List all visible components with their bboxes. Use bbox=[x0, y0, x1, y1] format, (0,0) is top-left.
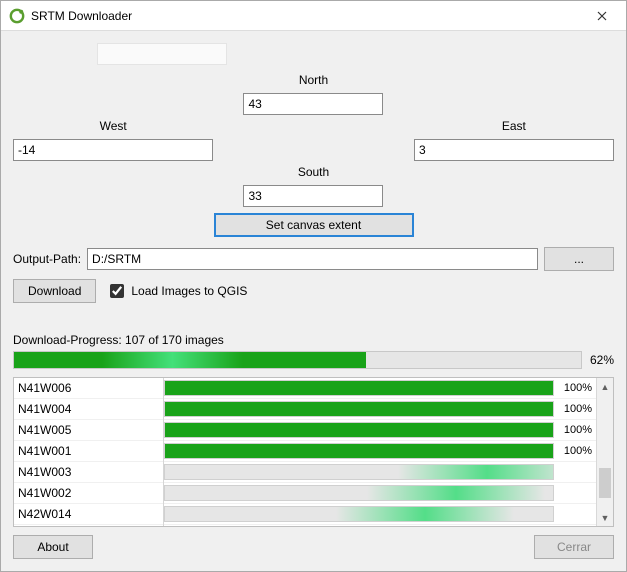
tile-name: N41W004 bbox=[14, 399, 163, 420]
content-area: North West East South Set canvas extent … bbox=[1, 31, 626, 571]
load-images-checkbox[interactable]: Load Images to QGIS bbox=[106, 281, 247, 301]
load-images-checkbox-input[interactable] bbox=[110, 284, 124, 298]
tile-name: N41W003 bbox=[14, 462, 163, 483]
close-button[interactable] bbox=[582, 2, 622, 30]
south-input[interactable] bbox=[243, 185, 383, 207]
tile-progress-row: 100% bbox=[164, 441, 596, 462]
tile-progress-row bbox=[164, 504, 596, 525]
overall-progress-bar bbox=[13, 351, 582, 369]
north-input[interactable] bbox=[243, 93, 383, 115]
scroll-down-icon[interactable]: ▼ bbox=[597, 509, 613, 526]
tile-name: N41W002 bbox=[14, 483, 163, 504]
download-button[interactable]: Download bbox=[13, 279, 96, 303]
tile-bar-column: 100%100%100%100% bbox=[164, 378, 596, 526]
dialog-window: SRTM Downloader North West East South bbox=[0, 0, 627, 572]
east-label: East bbox=[414, 117, 614, 137]
tile-progress-row bbox=[164, 483, 596, 504]
tile-progress-text: 100% bbox=[564, 378, 592, 398]
tile-progress-row: 100% bbox=[164, 399, 596, 420]
tile-name: N41W006 bbox=[14, 378, 163, 399]
output-path-label: Output-Path: bbox=[13, 252, 81, 266]
window-title: SRTM Downloader bbox=[31, 9, 582, 23]
tile-progress-list: N41W006N41W004N41W005N41W001N41W003N41W0… bbox=[13, 377, 614, 527]
tile-progress-row: 100% bbox=[164, 420, 596, 441]
west-label: West bbox=[13, 117, 213, 137]
blank-box bbox=[97, 43, 227, 65]
overall-progress-row: 62% bbox=[13, 351, 614, 369]
close-dialog-button[interactable]: Cerrar bbox=[534, 535, 614, 559]
titlebar: SRTM Downloader bbox=[1, 1, 626, 31]
west-input[interactable] bbox=[13, 139, 213, 161]
tile-name: N41W005 bbox=[14, 420, 163, 441]
scroll-thumb[interactable] bbox=[599, 468, 611, 498]
tile-progress-text: 100% bbox=[564, 420, 592, 440]
download-progress-label: Download-Progress: 107 of 170 images bbox=[13, 333, 614, 347]
download-row: Download Load Images to QGIS bbox=[13, 279, 614, 303]
extent-grid: North West East South bbox=[13, 71, 614, 207]
tile-progress-text: 100% bbox=[564, 399, 592, 419]
tile-progress-row bbox=[164, 462, 596, 483]
output-path-row: Output-Path: ... bbox=[13, 247, 614, 271]
tile-name: N42W014 bbox=[14, 504, 163, 525]
tile-scrollbar[interactable]: ▲ ▼ bbox=[596, 378, 613, 526]
tile-name-column: N41W006N41W004N41W005N41W001N41W003N41W0… bbox=[14, 378, 164, 526]
tile-progress-row: 100% bbox=[164, 378, 596, 399]
output-path-input[interactable] bbox=[87, 248, 538, 270]
tile-name: N41W001 bbox=[14, 441, 163, 462]
set-canvas-extent-button[interactable]: Set canvas extent bbox=[214, 213, 414, 237]
north-label: North bbox=[213, 71, 413, 91]
overall-progress-text: 62% bbox=[590, 353, 614, 367]
about-button[interactable]: About bbox=[13, 535, 93, 559]
footer-row: About Cerrar bbox=[13, 535, 614, 559]
overall-progress-fill bbox=[14, 352, 366, 368]
load-images-checkbox-label: Load Images to QGIS bbox=[131, 284, 247, 298]
tile-progress-text: 100% bbox=[564, 441, 592, 461]
east-input[interactable] bbox=[414, 139, 614, 161]
app-icon bbox=[9, 8, 25, 24]
browse-button[interactable]: ... bbox=[544, 247, 614, 271]
scroll-up-icon[interactable]: ▲ bbox=[597, 378, 613, 395]
south-label: South bbox=[213, 163, 413, 183]
